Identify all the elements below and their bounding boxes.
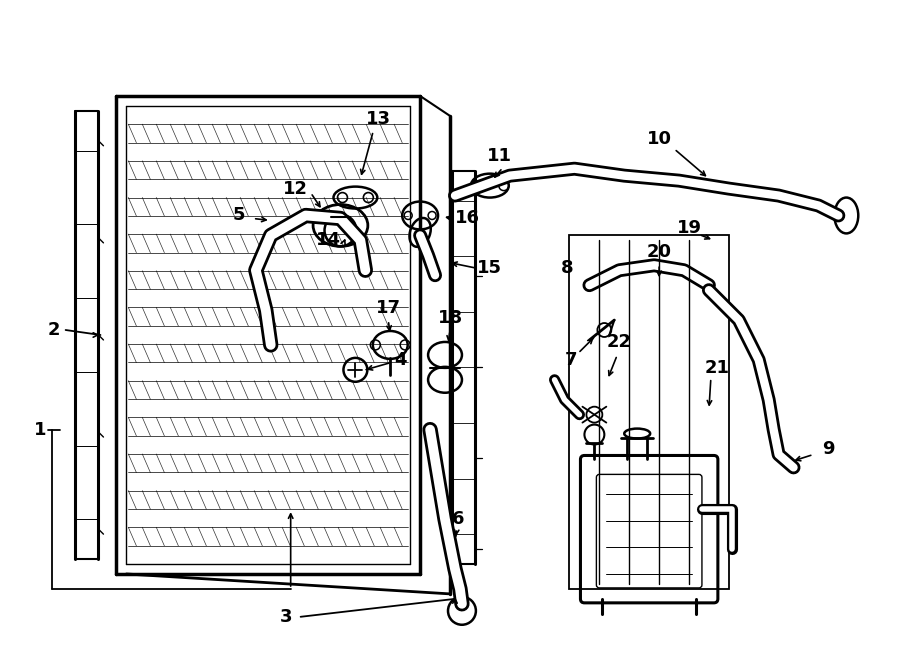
Text: 19: 19 [677, 219, 701, 237]
Text: 1: 1 [33, 420, 46, 439]
Text: 17: 17 [376, 299, 400, 317]
Text: 18: 18 [437, 309, 463, 327]
Text: 11: 11 [487, 147, 512, 165]
Text: 14: 14 [316, 231, 341, 249]
Text: 13: 13 [365, 110, 391, 128]
Text: 5: 5 [232, 206, 245, 225]
Text: 8: 8 [562, 259, 574, 277]
Text: 6: 6 [452, 510, 464, 528]
Text: 9: 9 [823, 440, 834, 459]
Text: 4: 4 [394, 351, 407, 369]
Text: 12: 12 [284, 180, 308, 198]
Text: 20: 20 [646, 243, 671, 261]
Text: 2: 2 [48, 321, 60, 339]
Text: 7: 7 [565, 351, 578, 369]
Text: 16: 16 [455, 210, 481, 227]
Bar [570, 235, 729, 589]
Text: 10: 10 [646, 130, 671, 148]
Text: 15: 15 [477, 259, 502, 277]
Text: 3: 3 [279, 608, 292, 626]
Text: 21: 21 [705, 359, 729, 377]
Text: 22: 22 [607, 333, 632, 351]
